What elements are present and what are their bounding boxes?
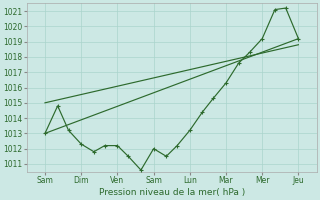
X-axis label: Pression niveau de la mer( hPa ): Pression niveau de la mer( hPa )	[99, 188, 245, 197]
